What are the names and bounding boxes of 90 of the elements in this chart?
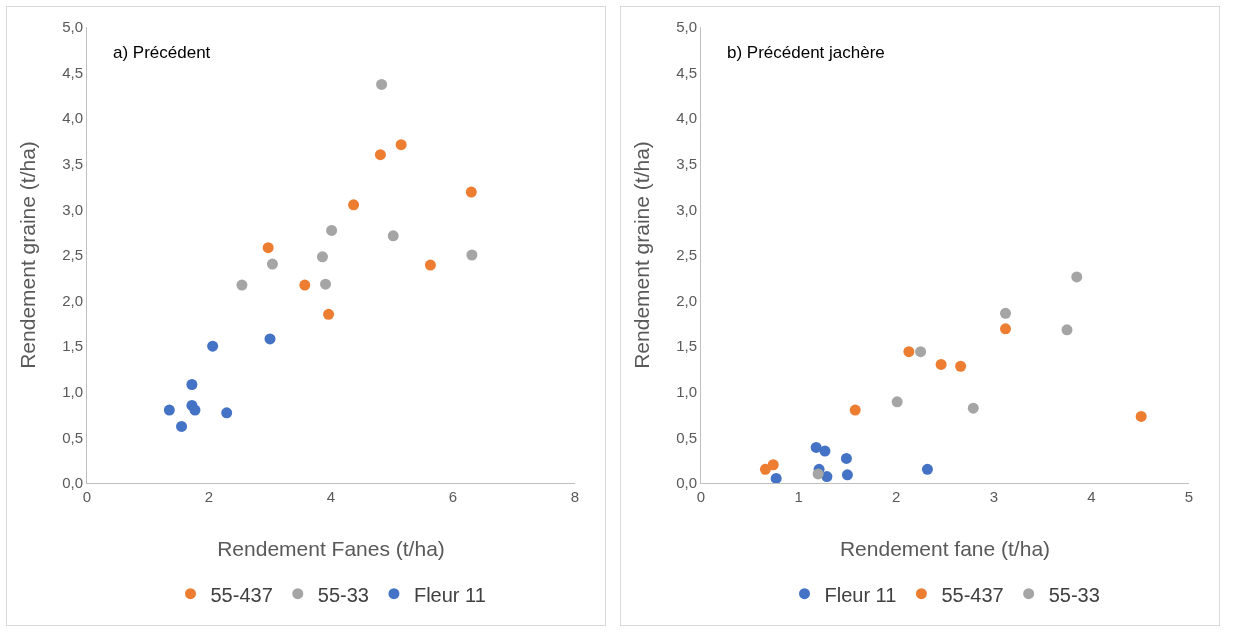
point xyxy=(176,420,188,432)
text: b) Précédent jachère xyxy=(727,43,885,62)
x-tick-label: 2 xyxy=(204,488,214,505)
x-tick-label: 1 xyxy=(794,488,803,505)
point xyxy=(221,407,233,419)
point xyxy=(1061,324,1073,336)
x-tick-label: 5 xyxy=(1184,488,1194,505)
point xyxy=(819,445,831,457)
point xyxy=(1071,271,1083,283)
y-tick-label: 4,5 xyxy=(62,63,83,81)
y-tick-label: 2,5 xyxy=(62,246,83,264)
text: a) Précédent xyxy=(113,43,211,62)
x-tick-label: 3 xyxy=(989,488,998,505)
y-tick-label: 2,0 xyxy=(676,291,697,309)
point xyxy=(236,279,248,291)
legend-label: 55-437 xyxy=(210,583,273,606)
point xyxy=(348,199,360,211)
point xyxy=(374,149,386,161)
y-axis-title: Rendement graine (t/ha) xyxy=(630,141,653,369)
point xyxy=(1000,323,1012,335)
point xyxy=(849,404,861,416)
y-tick-label: 1,5 xyxy=(62,337,83,355)
y-tick-label: 4,0 xyxy=(62,109,83,127)
x-tick-label: 2 xyxy=(892,488,901,505)
point xyxy=(186,379,198,390)
point xyxy=(262,242,274,254)
x-tick-label: 6 xyxy=(448,488,458,505)
point xyxy=(387,230,399,242)
y-tick-label: 5,0 xyxy=(676,18,697,36)
point xyxy=(395,139,407,151)
point xyxy=(812,468,824,480)
point xyxy=(770,472,782,483)
point xyxy=(316,251,328,263)
point xyxy=(326,224,338,236)
point xyxy=(955,360,967,372)
x-tick-label: 8 xyxy=(570,488,580,505)
y-tick-label: 3,0 xyxy=(676,200,697,218)
x-tick-label: 4 xyxy=(326,488,336,505)
point xyxy=(935,358,947,370)
y-tick-label: 1,5 xyxy=(676,337,697,355)
point xyxy=(466,249,478,261)
point xyxy=(921,463,933,475)
y-tick-label: 0,0 xyxy=(62,474,83,492)
point xyxy=(759,463,771,475)
legend-label: Fleur 11 xyxy=(413,583,486,606)
point xyxy=(424,259,436,271)
point xyxy=(465,186,477,198)
y-tick-label: 0,5 xyxy=(62,428,83,446)
point xyxy=(891,396,903,408)
point xyxy=(299,279,311,291)
y-tick-label: 1,0 xyxy=(676,383,697,401)
legend-label: Fleur 11 xyxy=(824,583,897,606)
point xyxy=(821,471,833,483)
point xyxy=(915,346,927,358)
point xyxy=(320,278,332,290)
point xyxy=(1000,307,1012,319)
y-tick-label: 2,0 xyxy=(62,291,83,309)
point xyxy=(207,340,219,352)
point xyxy=(967,402,979,414)
point xyxy=(189,404,201,416)
y-tick-label: 3,5 xyxy=(62,155,83,173)
point xyxy=(1135,410,1147,422)
y-tick-label: 0,0 xyxy=(676,474,697,492)
point xyxy=(323,308,335,320)
point xyxy=(841,469,853,481)
legend-label: 55-33 xyxy=(1048,583,1100,606)
point xyxy=(840,452,852,464)
y-tick-label: 3,0 xyxy=(62,200,83,218)
legend-label: 55-33 xyxy=(317,583,369,606)
x-axis-title: Rendement fane (t/ha) xyxy=(839,537,1051,560)
x-tick-label: 4 xyxy=(1087,488,1096,505)
point xyxy=(903,346,915,358)
y-tick-label: 4,0 xyxy=(676,109,697,127)
y-tick-label: 0,5 xyxy=(676,428,697,446)
x-axis-title: Rendement Fanes (t/ha) xyxy=(217,537,445,560)
y-tick-label: 2,5 xyxy=(676,246,697,264)
point xyxy=(810,441,822,453)
y-axis-title: Rendement graine (t/ha) xyxy=(16,141,39,369)
y-tick-label: 1,0 xyxy=(62,383,83,401)
point xyxy=(376,78,388,90)
legend-label: 55-437 xyxy=(941,583,1004,606)
point xyxy=(767,459,779,471)
x-tick-label: 0 xyxy=(82,488,92,505)
point xyxy=(266,258,278,270)
x-tick-label: 0 xyxy=(696,488,706,505)
y-tick-label: 4,5 xyxy=(676,63,697,81)
y-tick-label: 5,0 xyxy=(62,18,83,36)
y-tick-label: 3,5 xyxy=(676,155,697,173)
point xyxy=(264,333,276,345)
point xyxy=(163,404,175,416)
